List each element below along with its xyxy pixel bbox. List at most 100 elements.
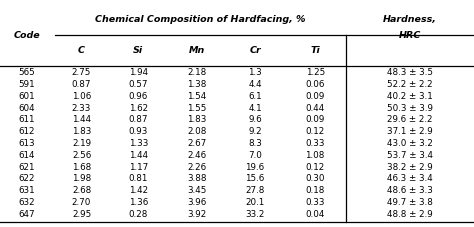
Text: 2.19: 2.19: [72, 139, 91, 148]
Text: 1.38: 1.38: [187, 80, 206, 89]
Text: Mn: Mn: [189, 46, 205, 55]
Text: 37.1 ± 2.9: 37.1 ± 2.9: [387, 127, 433, 136]
Text: 0.12: 0.12: [306, 127, 325, 136]
Text: HRC: HRC: [399, 31, 421, 40]
Text: 1.17: 1.17: [129, 163, 148, 172]
Text: 2.46: 2.46: [187, 151, 206, 160]
Text: 0.33: 0.33: [305, 198, 325, 207]
Text: 2.67: 2.67: [187, 139, 206, 148]
Text: 53.7 ± 3.4: 53.7 ± 3.4: [387, 151, 433, 160]
Text: 647: 647: [18, 210, 36, 219]
Text: 2.56: 2.56: [72, 151, 91, 160]
Text: 4.4: 4.4: [248, 80, 262, 89]
Text: 7.0: 7.0: [248, 151, 262, 160]
Text: 49.7 ± 3.8: 49.7 ± 3.8: [387, 198, 433, 207]
Text: 2.26: 2.26: [187, 163, 206, 172]
Text: 2.18: 2.18: [187, 68, 206, 77]
Text: 48.8 ± 2.9: 48.8 ± 2.9: [387, 210, 433, 219]
Text: 0.87: 0.87: [72, 80, 91, 89]
Text: 48.3 ± 3.5: 48.3 ± 3.5: [387, 68, 433, 77]
Text: 1.94: 1.94: [129, 68, 148, 77]
Text: 1.62: 1.62: [129, 104, 148, 113]
Text: 621: 621: [19, 163, 35, 172]
Text: 0.96: 0.96: [129, 92, 148, 101]
Text: 613: 613: [18, 139, 36, 148]
Text: Si: Si: [133, 46, 144, 55]
Text: 0.87: 0.87: [128, 115, 148, 124]
Text: 0.81: 0.81: [129, 174, 148, 183]
Text: 601: 601: [18, 92, 36, 101]
Text: 3.45: 3.45: [187, 186, 206, 195]
Text: 9.2: 9.2: [248, 127, 262, 136]
Text: Chemical Composition of Hardfacing, %: Chemical Composition of Hardfacing, %: [95, 15, 306, 24]
Text: 0.93: 0.93: [129, 127, 148, 136]
Text: 1.44: 1.44: [129, 151, 148, 160]
Text: 0.18: 0.18: [306, 186, 325, 195]
Text: Ti: Ti: [310, 46, 320, 55]
Text: 15.6: 15.6: [246, 174, 264, 183]
Text: 46.3 ± 3.4: 46.3 ± 3.4: [387, 174, 433, 183]
Text: 0.09: 0.09: [306, 92, 325, 101]
Text: 612: 612: [19, 127, 35, 136]
Text: 0.04: 0.04: [306, 210, 325, 219]
Text: 0.30: 0.30: [305, 174, 325, 183]
Text: 29.6 ± 2.2: 29.6 ± 2.2: [387, 115, 433, 124]
Text: 1.55: 1.55: [187, 104, 206, 113]
Text: 4.1: 4.1: [248, 104, 262, 113]
Text: 611: 611: [19, 115, 35, 124]
Text: 1.68: 1.68: [72, 163, 91, 172]
Text: 0.44: 0.44: [306, 104, 325, 113]
Text: C: C: [78, 46, 85, 55]
Text: Code: Code: [14, 31, 40, 40]
Text: 0.09: 0.09: [306, 115, 325, 124]
Text: 622: 622: [19, 174, 35, 183]
Text: 33.2: 33.2: [246, 210, 264, 219]
Text: 2.75: 2.75: [72, 68, 91, 77]
Text: 0.06: 0.06: [306, 80, 325, 89]
Text: 20.1: 20.1: [246, 198, 264, 207]
Text: 40.2 ± 3.1: 40.2 ± 3.1: [387, 92, 433, 101]
Text: 1.36: 1.36: [129, 198, 148, 207]
Text: 1.08: 1.08: [306, 151, 325, 160]
Text: 19.6: 19.6: [246, 163, 264, 172]
Text: 1.44: 1.44: [72, 115, 91, 124]
Text: 0.12: 0.12: [306, 163, 325, 172]
Text: 591: 591: [18, 80, 36, 89]
Text: 0.33: 0.33: [305, 139, 325, 148]
Text: 604: 604: [18, 104, 36, 113]
Text: 1.06: 1.06: [72, 92, 91, 101]
Text: 565: 565: [18, 68, 36, 77]
Text: 50.3 ± 3.9: 50.3 ± 3.9: [387, 104, 433, 113]
Text: 614: 614: [19, 151, 35, 160]
Text: 1.83: 1.83: [72, 127, 91, 136]
Text: 38.2 ± 2.9: 38.2 ± 2.9: [387, 163, 433, 172]
Text: Hardness,: Hardness,: [383, 15, 437, 24]
Text: 8.3: 8.3: [248, 139, 262, 148]
Text: 3.92: 3.92: [187, 210, 206, 219]
Text: 1.42: 1.42: [129, 186, 148, 195]
Text: 52.2 ± 2.2: 52.2 ± 2.2: [387, 80, 433, 89]
Text: 3.88: 3.88: [187, 174, 207, 183]
Text: 27.8: 27.8: [246, 186, 264, 195]
Text: 0.28: 0.28: [129, 210, 148, 219]
Text: 2.68: 2.68: [72, 186, 91, 195]
Text: 43.0 ± 3.2: 43.0 ± 3.2: [387, 139, 433, 148]
Text: 6.1: 6.1: [248, 92, 262, 101]
Text: 2.95: 2.95: [72, 210, 91, 219]
Text: 2.70: 2.70: [72, 198, 91, 207]
Text: 1.25: 1.25: [306, 68, 325, 77]
Text: 48.6 ± 3.3: 48.6 ± 3.3: [387, 186, 433, 195]
Text: Cr: Cr: [249, 46, 261, 55]
Text: 1.83: 1.83: [187, 115, 206, 124]
Text: 1.54: 1.54: [187, 92, 206, 101]
Text: 2.08: 2.08: [187, 127, 206, 136]
Text: 3.96: 3.96: [187, 198, 206, 207]
Text: 631: 631: [18, 186, 36, 195]
Text: 0.57: 0.57: [128, 80, 148, 89]
Text: 1.3: 1.3: [248, 68, 262, 77]
Text: 9.6: 9.6: [248, 115, 262, 124]
Text: 1.33: 1.33: [129, 139, 148, 148]
Text: 1.98: 1.98: [72, 174, 91, 183]
Text: 632: 632: [18, 198, 36, 207]
Text: 2.33: 2.33: [72, 104, 91, 113]
